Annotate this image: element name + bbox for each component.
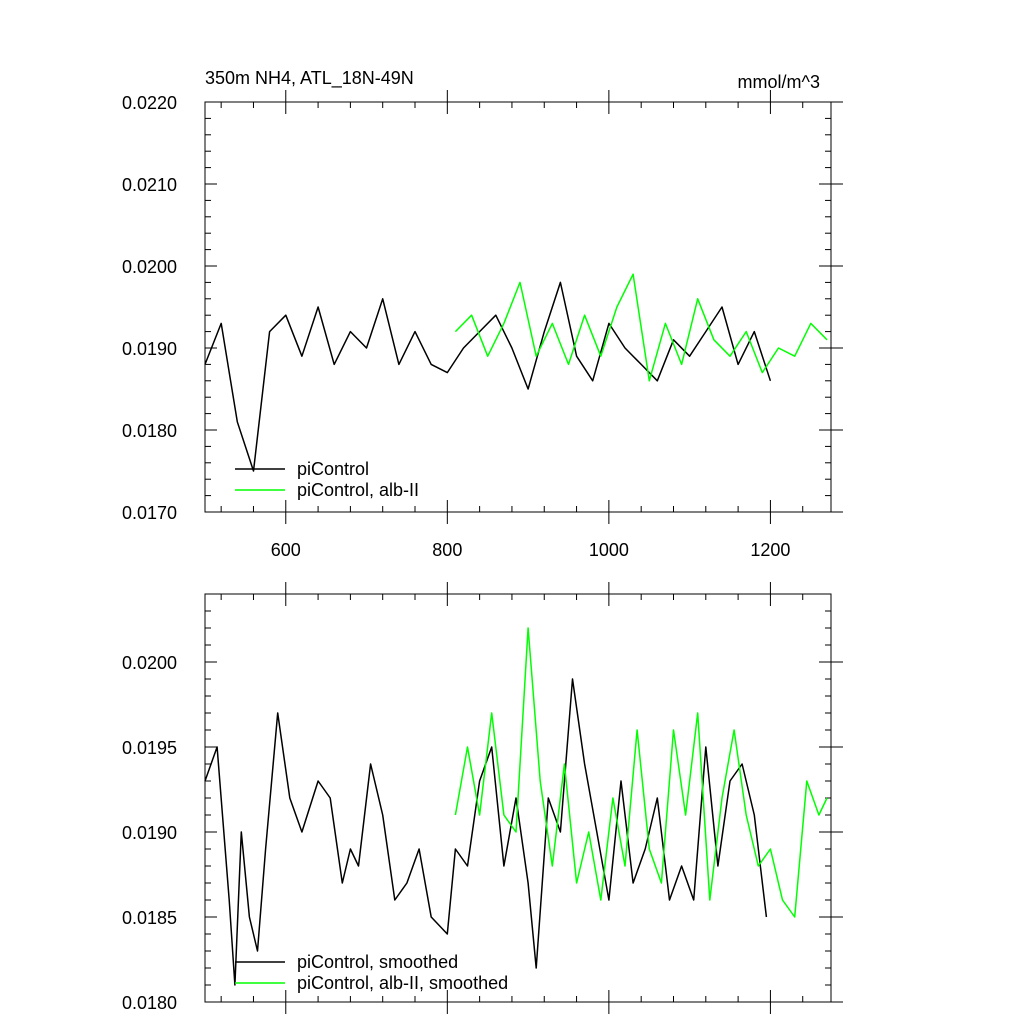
y-tick-label: 0.0170 (122, 503, 177, 523)
top-panel-title: 350m NH4, ATL_18N-49N (205, 68, 414, 89)
x-tick-label: 800 (432, 540, 462, 560)
y-tick-label: 0.0210 (122, 175, 177, 195)
x-tick-label: 1000 (589, 540, 629, 560)
series-line-picontrol-smoothed (204, 678, 768, 986)
bottom-panel-legend: piControl, smoothed piControl, alb-II, s… (235, 952, 508, 993)
y-tick-label: 0.0190 (122, 823, 177, 843)
series-line-picontrol (204, 281, 772, 472)
x-tick-label: 600 (271, 540, 301, 560)
top-panel-series (204, 273, 828, 472)
legend-label-picontrol-smoothed: piControl, smoothed (297, 952, 458, 972)
bottom-panel-series (204, 627, 828, 986)
bottom-panel-ticks: 0.0180 0.0185 0.0190 0.0195 0.0200 (122, 582, 843, 1014)
series-line-picontrol-alb-ii (454, 273, 828, 382)
y-tick-label: 0.0180 (122, 421, 177, 441)
y-tick-label: 0.0190 (122, 339, 177, 359)
top-panel: 350m NH4, ATL_18N-49N mmol/m^3 600 800 100… (122, 68, 843, 560)
legend-label-picontrol: piControl (297, 459, 369, 479)
x-tick-label: 1200 (750, 540, 790, 560)
y-tick-label: 0.0200 (122, 653, 177, 673)
bottom-panel-frame (204, 593, 832, 1003)
top-panel-units-label: mmol/m^3 (738, 72, 820, 92)
top-panel-legend: piControl piControl, alb-II (235, 459, 419, 500)
series-line-picontrol-alb-ii-smoothed (454, 627, 828, 918)
top-panel-frame (204, 101, 832, 513)
y-tick-label: 0.0180 (122, 993, 177, 1013)
bottom-panel: 0.0180 0.0185 0.0190 0.0195 0.0200 piControl… (122, 582, 843, 1014)
y-tick-label: 0.0200 (122, 257, 177, 277)
y-tick-label: 0.0195 (122, 738, 177, 758)
legend-label-picontrol-alb-ii: piControl, alb-II (297, 480, 419, 500)
y-tick-label: 0.0220 (122, 93, 177, 113)
legend-label-picontrol-alb-ii-smoothed: piControl, alb-II, smoothed (297, 973, 508, 993)
y-tick-label: 0.0185 (122, 908, 177, 928)
